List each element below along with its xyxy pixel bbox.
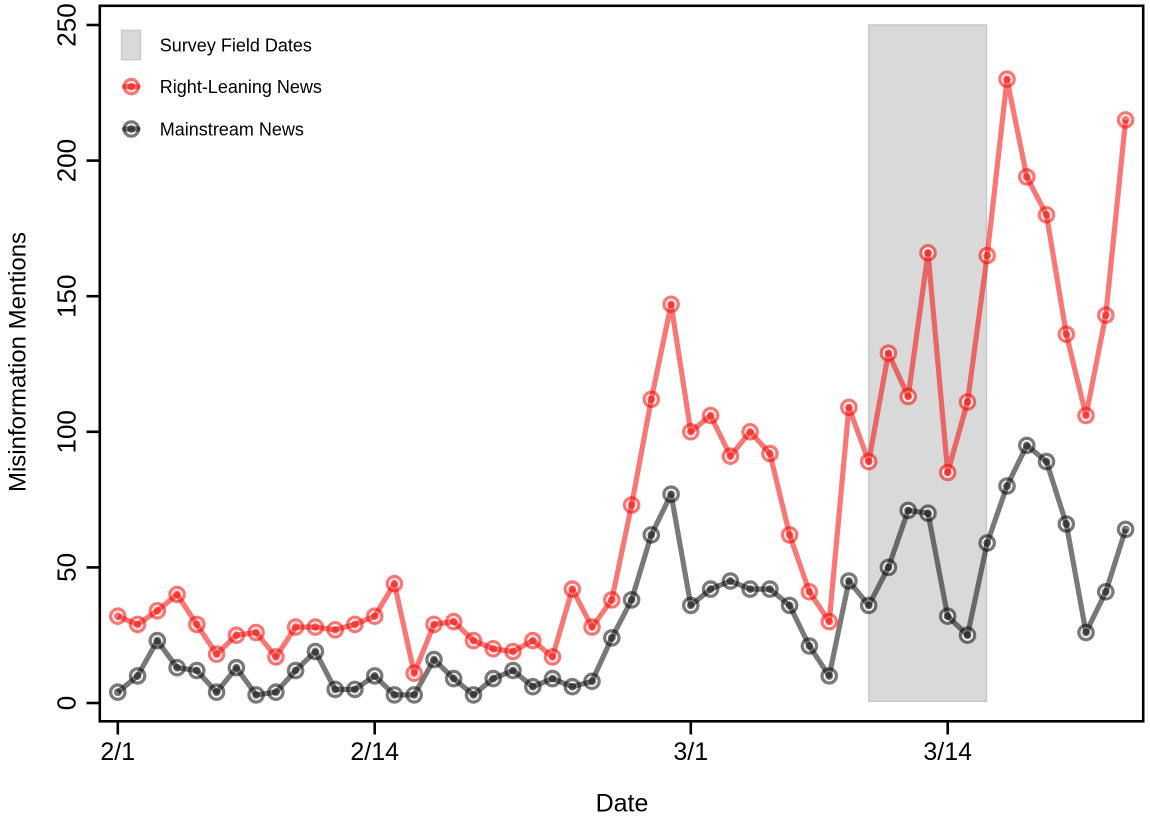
svg-text:0: 0 bbox=[52, 696, 82, 710]
svg-text:200: 200 bbox=[52, 139, 82, 182]
svg-text:100: 100 bbox=[52, 410, 82, 453]
svg-text:50: 50 bbox=[52, 553, 82, 582]
svg-text:Mainstream News: Mainstream News bbox=[160, 120, 304, 140]
svg-text:Misinformation Mentions: Misinformation Mentions bbox=[5, 232, 32, 492]
svg-text:150: 150 bbox=[52, 275, 82, 318]
svg-text:3/1: 3/1 bbox=[673, 738, 708, 766]
svg-text:2/1: 2/1 bbox=[100, 738, 135, 766]
svg-text:3/14: 3/14 bbox=[923, 738, 972, 766]
svg-text:Survey Field Dates: Survey Field Dates bbox=[160, 36, 312, 56]
svg-text:2/14: 2/14 bbox=[350, 738, 399, 766]
svg-text:Right-Leaning News: Right-Leaning News bbox=[160, 77, 322, 97]
svg-text:Date: Date bbox=[596, 790, 649, 817]
svg-text:250: 250 bbox=[52, 3, 82, 46]
